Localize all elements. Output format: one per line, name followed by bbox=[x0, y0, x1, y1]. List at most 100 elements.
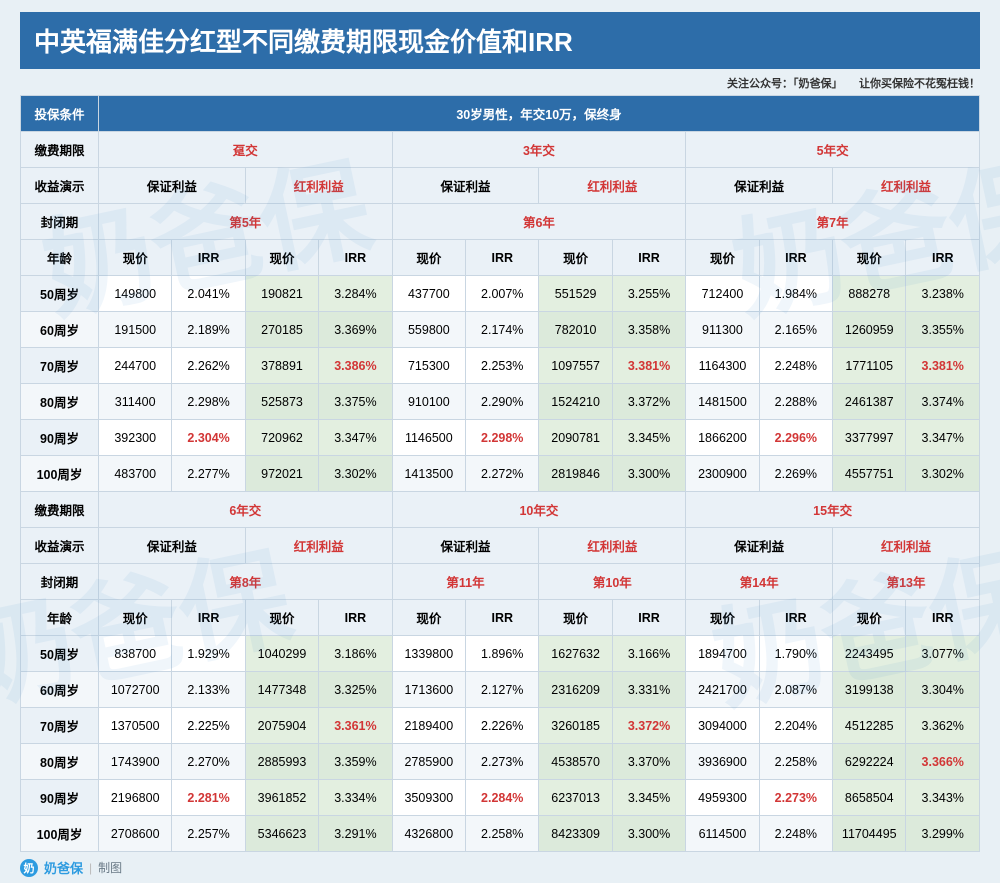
pv-cell: 4512285 bbox=[833, 708, 906, 744]
pv-cell: 437700 bbox=[392, 276, 465, 312]
pv-cell: 715300 bbox=[392, 348, 465, 384]
irr-cell: 3.381% bbox=[906, 348, 980, 384]
irr-cell: 3.347% bbox=[906, 420, 980, 456]
age-cell: 100周岁 bbox=[21, 456, 99, 492]
irr-cell: 2.258% bbox=[759, 744, 832, 780]
irr-cell: 3.355% bbox=[906, 312, 980, 348]
pv-cell: 3961852 bbox=[245, 780, 318, 816]
irr-cell: 3.345% bbox=[612, 420, 685, 456]
page-root: 奶爸保 奶爸保 奶爸保 奶爸保 中英福满佳分红型不同缴费期限现金价值和IRR 关… bbox=[0, 0, 1000, 866]
pay-plan: 3年交 bbox=[392, 132, 686, 168]
closed-period: 第11年 bbox=[392, 564, 539, 600]
col-pv: 现价 bbox=[99, 240, 172, 276]
irr-cell: 3.325% bbox=[319, 672, 392, 708]
pay-plan: 趸交 bbox=[99, 132, 393, 168]
age-cell: 50周岁 bbox=[21, 276, 99, 312]
irr-cell: 2.248% bbox=[759, 348, 832, 384]
label-condition: 投保条件 bbox=[21, 96, 99, 132]
guaranteed-header: 保证利益 bbox=[99, 168, 246, 204]
irr-cell: 3.366% bbox=[906, 744, 980, 780]
page-subhead: 关注公众号：「奶爸保」 让你买保险不花冤枉钱！ bbox=[20, 73, 980, 95]
irr-cell: 2.288% bbox=[759, 384, 832, 420]
pv-cell: 838700 bbox=[99, 636, 172, 672]
irr-cell: 3.302% bbox=[319, 456, 392, 492]
irr-cell: 1.790% bbox=[759, 636, 832, 672]
label-age: 年龄 bbox=[21, 600, 99, 636]
age-cell: 80周岁 bbox=[21, 384, 99, 420]
irr-cell: 3.291% bbox=[319, 816, 392, 852]
guaranteed-header: 保证利益 bbox=[99, 528, 246, 564]
pv-cell: 1743900 bbox=[99, 744, 172, 780]
pv-cell: 311400 bbox=[99, 384, 172, 420]
irr-cell: 2.225% bbox=[172, 708, 245, 744]
col-pv: 现价 bbox=[686, 240, 759, 276]
pv-cell: 1713600 bbox=[392, 672, 465, 708]
irr-cell: 3.343% bbox=[906, 780, 980, 816]
pv-cell: 551529 bbox=[539, 276, 612, 312]
irr-cell: 3.359% bbox=[319, 744, 392, 780]
irr-cell: 2.007% bbox=[466, 276, 539, 312]
pv-cell: 2300900 bbox=[686, 456, 759, 492]
age-cell: 70周岁 bbox=[21, 708, 99, 744]
label-closed: 封闭期 bbox=[21, 204, 99, 240]
pv-cell: 2316209 bbox=[539, 672, 612, 708]
col-pv: 现价 bbox=[245, 240, 318, 276]
closed-period: 第8年 bbox=[99, 564, 393, 600]
irr-cell: 2.253% bbox=[466, 348, 539, 384]
pv-cell: 910100 bbox=[392, 384, 465, 420]
irr-cell: 2.290% bbox=[466, 384, 539, 420]
irr-cell: 2.165% bbox=[759, 312, 832, 348]
closed-period: 第14年 bbox=[686, 564, 833, 600]
irr-cell: 1.984% bbox=[759, 276, 832, 312]
irr-cell: 2.189% bbox=[172, 312, 245, 348]
irr-cell: 2.273% bbox=[759, 780, 832, 816]
pv-cell: 191500 bbox=[99, 312, 172, 348]
pv-cell: 4959300 bbox=[686, 780, 759, 816]
pay-plan: 6年交 bbox=[99, 492, 393, 528]
irr-cell: 3.299% bbox=[906, 816, 980, 852]
pv-cell: 11704495 bbox=[833, 816, 906, 852]
pv-cell: 525873 bbox=[245, 384, 318, 420]
irr-cell: 2.269% bbox=[759, 456, 832, 492]
pv-cell: 8658504 bbox=[833, 780, 906, 816]
col-irr: IRR bbox=[466, 600, 539, 636]
irr-cell: 2.277% bbox=[172, 456, 245, 492]
pv-cell: 5346623 bbox=[245, 816, 318, 852]
pv-cell: 4557751 bbox=[833, 456, 906, 492]
closed-period: 第7年 bbox=[686, 204, 980, 240]
col-irr: IRR bbox=[172, 240, 245, 276]
closed-period: 第13年 bbox=[833, 564, 980, 600]
age-cell: 60周岁 bbox=[21, 312, 99, 348]
pv-cell: 244700 bbox=[99, 348, 172, 384]
irr-cell: 3.238% bbox=[906, 276, 980, 312]
irr-cell: 2.257% bbox=[172, 816, 245, 852]
pv-cell: 6237013 bbox=[539, 780, 612, 816]
irr-cell: 3.077% bbox=[906, 636, 980, 672]
irr-cell: 3.304% bbox=[906, 672, 980, 708]
irr-cell: 3.302% bbox=[906, 456, 980, 492]
footer: 奶 奶爸保 | 制图 bbox=[20, 852, 980, 883]
pv-cell: 2196800 bbox=[99, 780, 172, 816]
irr-cell: 3.331% bbox=[612, 672, 685, 708]
closed-period: 第10年 bbox=[539, 564, 686, 600]
pv-cell: 972021 bbox=[245, 456, 318, 492]
irr-cell: 2.258% bbox=[466, 816, 539, 852]
age-cell: 70周岁 bbox=[21, 348, 99, 384]
irr-cell: 2.270% bbox=[172, 744, 245, 780]
label-closed: 封闭期 bbox=[21, 564, 99, 600]
pv-cell: 2885993 bbox=[245, 744, 318, 780]
pv-cell: 559800 bbox=[392, 312, 465, 348]
col-irr: IRR bbox=[172, 600, 245, 636]
irr-cell: 3.166% bbox=[612, 636, 685, 672]
irr-cell: 2.298% bbox=[172, 384, 245, 420]
col-irr: IRR bbox=[906, 600, 980, 636]
pv-cell: 2708600 bbox=[99, 816, 172, 852]
irr-cell: 3.374% bbox=[906, 384, 980, 420]
pv-cell: 1072700 bbox=[99, 672, 172, 708]
col-irr: IRR bbox=[612, 600, 685, 636]
irr-cell: 2.248% bbox=[759, 816, 832, 852]
col-pv: 现价 bbox=[833, 600, 906, 636]
pv-cell: 190821 bbox=[245, 276, 318, 312]
pv-cell: 6114500 bbox=[686, 816, 759, 852]
pv-cell: 3199138 bbox=[833, 672, 906, 708]
